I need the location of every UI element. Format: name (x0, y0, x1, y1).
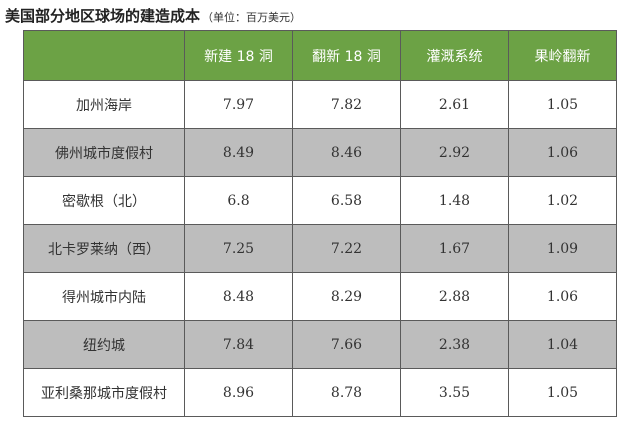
header-cell-new-18: 新建 18 洞 (184, 30, 293, 81)
value-cell: 1.05 (508, 80, 617, 129)
table-row: 得州城市内陆 8.48 8.29 2.88 1.06 (23, 272, 617, 321)
value-cell: 1.04 (508, 320, 617, 369)
table-row: 加州海岸 7.97 7.82 2.61 1.05 (23, 80, 617, 129)
value-cell: 1.02 (508, 176, 617, 225)
value-cell: 2.92 (400, 128, 509, 177)
value-cell: 2.88 (400, 272, 509, 321)
value-cell: 7.97 (184, 80, 293, 129)
table-row: 北卡罗莱纳（西） 7.25 7.22 1.67 1.09 (23, 224, 617, 273)
table-row: 佛州城市度假村 8.49 8.46 2.92 1.06 (23, 128, 617, 177)
value-cell: 1.06 (508, 128, 617, 177)
value-cell: 8.29 (292, 272, 401, 321)
table-row: 亚利桑那城市度假村 8.96 8.78 3.55 1.05 (23, 368, 617, 417)
value-cell: 8.49 (184, 128, 293, 177)
table-row: 纽约城 7.84 7.66 2.38 1.04 (23, 320, 617, 369)
value-cell: 1.67 (400, 224, 509, 273)
region-cell: 北卡罗莱纳（西） (23, 224, 185, 273)
region-cell: 纽约城 (23, 320, 185, 369)
header-cell-green-renovation: 果岭翻新 (508, 30, 617, 81)
region-cell: 加州海岸 (23, 80, 185, 129)
region-cell: 佛州城市度假村 (23, 128, 185, 177)
value-cell: 7.25 (184, 224, 293, 273)
value-cell: 2.61 (400, 80, 509, 129)
value-cell: 7.82 (292, 80, 401, 129)
header-cell-renovate-18: 翻新 18 洞 (292, 30, 401, 81)
value-cell: 3.55 (400, 368, 509, 417)
value-cell: 8.48 (184, 272, 293, 321)
value-cell: 6.8 (184, 176, 293, 225)
region-cell: 亚利桑那城市度假村 (23, 368, 185, 417)
header-row: 新建 18 洞 翻新 18 洞 灌溉系统 果岭翻新 (23, 30, 617, 81)
table-row: 密歇根（北） 6.8 6.58 1.48 1.02 (23, 176, 617, 225)
value-cell: 7.22 (292, 224, 401, 273)
value-cell: 8.46 (292, 128, 401, 177)
header-cell-region (23, 30, 185, 81)
header-cell-irrigation: 灌溉系统 (400, 30, 509, 81)
title-unit: （单位：百万美元） (202, 11, 302, 24)
title-main: 美国部分地区球场的建造成本 (5, 7, 201, 25)
value-cell: 7.66 (292, 320, 401, 369)
cost-table: 新建 18 洞 翻新 18 洞 灌溉系统 果岭翻新 加州海岸 7.97 7.82… (23, 30, 617, 417)
region-cell: 密歇根（北） (23, 176, 185, 225)
table-title: 美国部分地区球场的建造成本 （单位：百万美元） (5, 6, 301, 26)
value-cell: 1.48 (400, 176, 509, 225)
value-cell: 2.38 (400, 320, 509, 369)
value-cell: 7.84 (184, 320, 293, 369)
value-cell: 8.78 (292, 368, 401, 417)
value-cell: 1.06 (508, 272, 617, 321)
region-cell: 得州城市内陆 (23, 272, 185, 321)
value-cell: 8.96 (184, 368, 293, 417)
value-cell: 6.58 (292, 176, 401, 225)
value-cell: 1.09 (508, 224, 617, 273)
value-cell: 1.05 (508, 368, 617, 417)
